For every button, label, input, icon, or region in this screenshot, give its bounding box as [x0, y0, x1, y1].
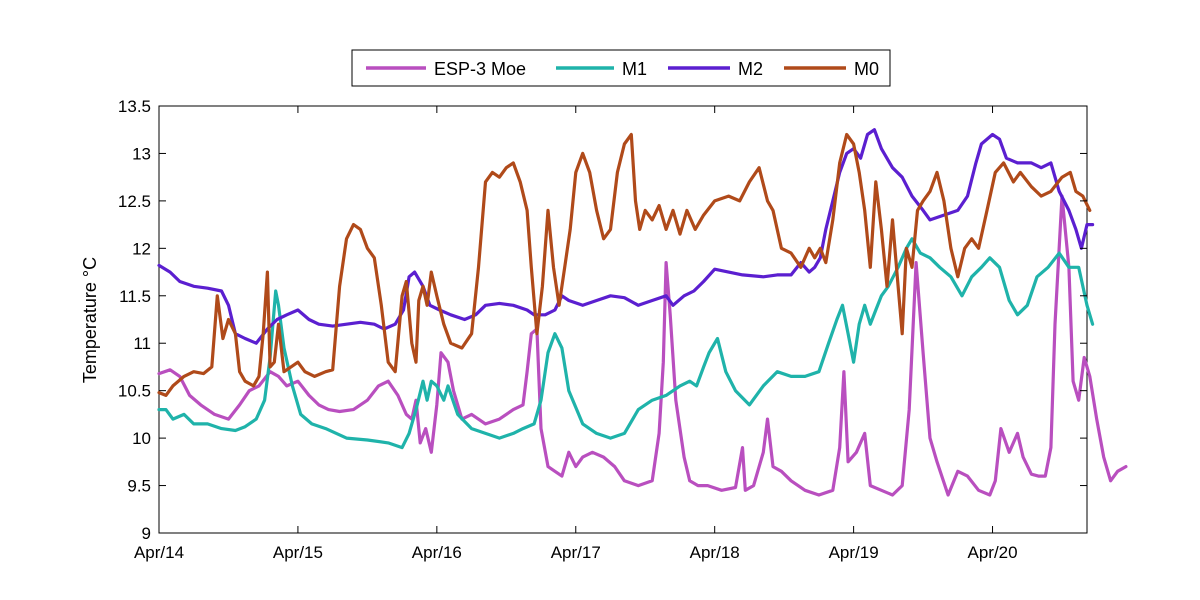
legend-label-m0: M0 — [854, 59, 879, 79]
legend-label-esp-3-moe: ESP-3 Moe — [434, 59, 526, 79]
y-tick-label: 13 — [132, 144, 151, 163]
x-tick-label: Apr/18 — [690, 543, 740, 562]
x-tick-label: Apr/15 — [273, 543, 323, 562]
legend-label-m2: M2 — [738, 59, 763, 79]
series-line-esp-3-moe — [157, 194, 1128, 497]
x-tick-label: Apr/20 — [967, 543, 1017, 562]
axes-layer: 9 9.5 10 10.5 11 11.5 12 12.5 13 13.5 Apr/14 Apr/15… — [118, 97, 1087, 562]
plot-area — [158, 105, 1088, 534]
y-axis-label: Temperature °C — [80, 257, 100, 383]
y-tick-label: 10.5 — [118, 382, 151, 401]
y-tick-label: 12 — [132, 239, 151, 258]
x-tick-label: Apr/14 — [134, 543, 184, 562]
y-tick-label: 12.5 — [118, 192, 151, 211]
y-tick-label: 9.5 — [127, 477, 151, 496]
legend-label-m1: M1 — [622, 59, 647, 79]
y-tick-label: 13.5 — [118, 97, 151, 116]
series-line-m2 — [157, 128, 1095, 345]
x-tick-label: Apr/17 — [551, 543, 601, 562]
series-line-m0 — [157, 132, 1092, 397]
y-tick-label: 11.5 — [119, 287, 151, 306]
x-tick-label: Apr/16 — [412, 543, 462, 562]
y-tick-label: 10 — [132, 429, 151, 448]
legend: ESP-3 Moe M1 M2 M0 — [351, 49, 891, 87]
series-line-m1 — [157, 237, 1095, 450]
y-tick-label: 11 — [133, 334, 151, 353]
series-layer — [157, 128, 1128, 497]
y-tick-label: 9 — [142, 524, 151, 543]
x-tick-label: Apr/19 — [829, 543, 879, 562]
